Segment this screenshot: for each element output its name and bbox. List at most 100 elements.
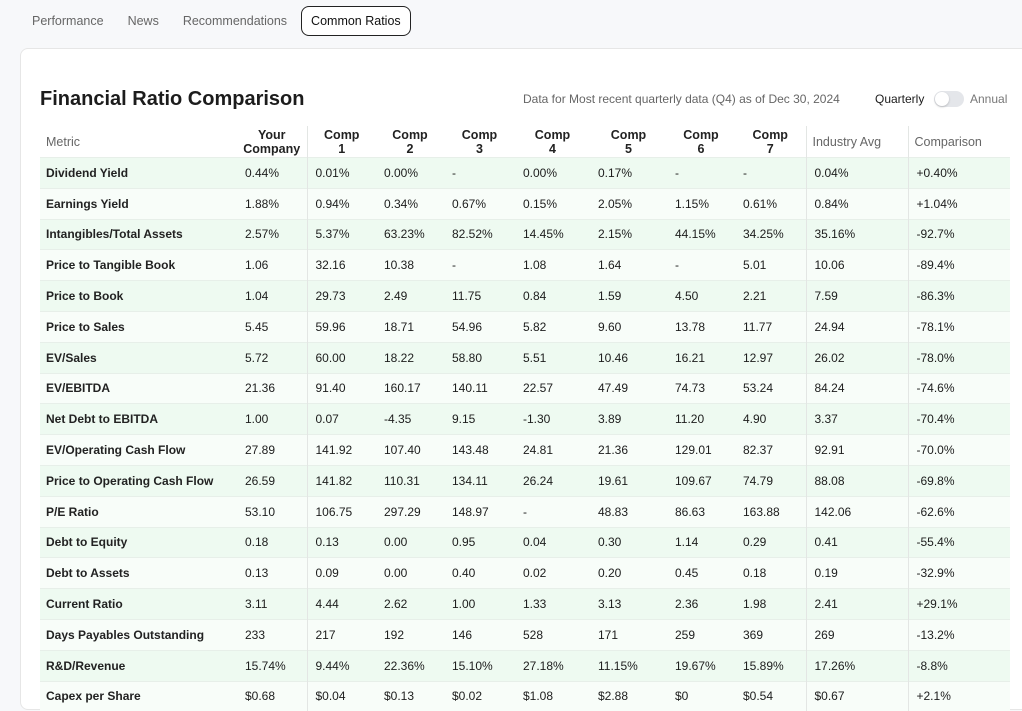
cell-value: 1.15% [667,188,735,219]
cell-value: -70.4% [908,404,1010,435]
cell-value: 528 [515,619,590,650]
metric-name: EV/EBITDA [40,373,237,404]
toggle-label[interactable]: Quarterly [875,92,924,106]
metric-name: Price to Book [40,281,237,312]
cell-value: 142.06 [806,496,908,527]
cell-value: 0.17% [590,158,667,189]
cell-value: 1.98 [735,589,806,620]
column-header: Comp 7 [735,126,806,158]
cell-value: -55.4% [908,527,1010,558]
cell-value: 297.29 [376,496,444,527]
cell-value: 0.61% [735,188,806,219]
cell-value: -4.35 [376,404,444,435]
cell-value: +1.04% [908,188,1010,219]
cell-value: 269 [806,619,908,650]
cell-value: 24.81 [515,435,590,466]
cell-value: 0.00% [515,158,590,189]
cell-value: 53.24 [735,373,806,404]
toggle-switch[interactable] [934,91,964,107]
cell-value: 15.89% [735,650,806,681]
cell-value: $0.67 [806,681,908,711]
table-row: Price to Tangible Book1.0632.1610.38-1.0… [40,250,1010,281]
cell-value: 5.01 [735,250,806,281]
cell-value: 3.13 [590,589,667,620]
cell-value: $0.54 [735,681,806,711]
cell-value: 0.09 [307,558,376,589]
cell-value: +2.1% [908,681,1010,711]
cell-value: $2.88 [590,681,667,711]
table-row: Capex per Share$0.68$0.04$0.13$0.02$1.08… [40,681,1010,711]
cell-value: 2.21 [735,281,806,312]
cell-value: $0.68 [237,681,307,711]
toggle-label[interactable]: Annual [970,92,1007,106]
cell-value: 0.94% [307,188,376,219]
cell-value: 0.20 [590,558,667,589]
cell-value: 92.91 [806,435,908,466]
header-text: Comp 7 [753,128,788,156]
header-text: Comp 6 [683,128,718,156]
cell-value: 11.15% [590,650,667,681]
header-text: Metric [46,135,80,149]
cell-value: 60.00 [307,342,376,373]
cell-value: 16.21 [667,342,735,373]
cell-value: 0.02 [515,558,590,589]
cell-value: 106.75 [307,496,376,527]
cell-value: 2.62 [376,589,444,620]
table-row: Debt to Equity0.180.130.000.950.040.301.… [40,527,1010,558]
cell-value: -8.8% [908,650,1010,681]
metric-name: P/E Ratio [40,496,237,527]
cell-value: 0.13 [307,527,376,558]
header-text: Your Company [243,128,300,156]
cell-value: 0.67% [444,188,515,219]
cell-value: 9.44% [307,650,376,681]
cell-value: - [667,250,735,281]
table-row: Earnings Yield1.88%0.94%0.34%0.67%0.15%2… [40,188,1010,219]
cell-value: 22.57 [515,373,590,404]
metric-name: Price to Sales [40,311,237,342]
cell-value: 233 [237,619,307,650]
metric-name: R&D/Revenue [40,650,237,681]
cell-value: 1.08 [515,250,590,281]
cell-value: 26.02 [806,342,908,373]
cell-value: 1.00 [444,589,515,620]
metric-name: EV/Sales [40,342,237,373]
cell-value: 10.06 [806,250,908,281]
cell-value: 163.88 [735,496,806,527]
cell-value: 1.33 [515,589,590,620]
cell-value: 0.29 [735,527,806,558]
cell-value: 12.97 [735,342,806,373]
cell-value: -78.1% [908,311,1010,342]
header-text: Comp 5 [611,128,646,156]
table-row: P/E Ratio53.10106.75297.29148.97-48.8386… [40,496,1010,527]
cell-value: 146 [444,619,515,650]
cell-value: 148.97 [444,496,515,527]
cell-value: 7.59 [806,281,908,312]
cell-value: 86.63 [667,496,735,527]
column-header: Comp 3 [444,126,515,158]
tab[interactable]: Common Ratios [301,6,411,36]
cell-value: 0.44% [237,158,307,189]
cell-value: 1.06 [237,250,307,281]
metric-name: EV/Operating Cash Flow [40,435,237,466]
cell-value: -62.6% [908,496,1010,527]
tab[interactable]: Performance [22,6,114,36]
cell-value: 32.16 [307,250,376,281]
tab-bar: PerformanceNewsRecommendationsCommon Rat… [22,6,411,36]
table-row: Current Ratio3.114.442.621.001.333.132.3… [40,589,1010,620]
cell-value: 5.45 [237,311,307,342]
tab[interactable]: News [118,6,169,36]
cell-value: 0.07 [307,404,376,435]
cell-value: 21.36 [590,435,667,466]
cell-value: 5.82 [515,311,590,342]
cell-value: 0.41 [806,527,908,558]
header-text: Comp 2 [392,128,427,156]
tab[interactable]: Recommendations [173,6,297,36]
cell-value: 1.14 [667,527,735,558]
metric-name: Days Payables Outstanding [40,619,237,650]
cell-value: 27.89 [237,435,307,466]
cell-value: 10.46 [590,342,667,373]
table-row: EV/Sales5.7260.0018.2258.805.5110.4616.2… [40,342,1010,373]
column-header: Comparison [908,126,1010,158]
metric-name: Debt to Equity [40,527,237,558]
subtitle: Data for Most recent quarterly data (Q4)… [523,92,840,106]
